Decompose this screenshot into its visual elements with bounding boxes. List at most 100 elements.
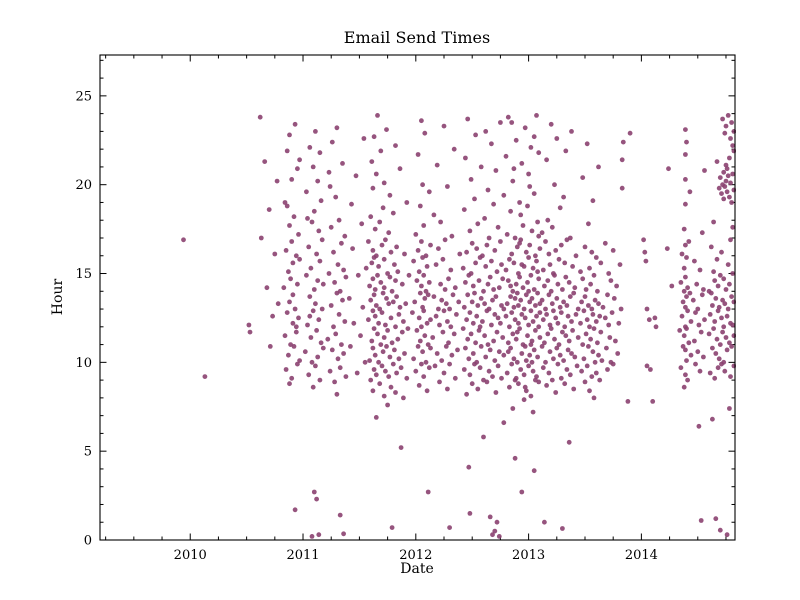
scatter-point — [596, 301, 601, 307]
scatter-point — [567, 372, 573, 378]
scatter-point — [446, 340, 451, 346]
scatter-point — [287, 132, 292, 138]
scatter-point — [246, 322, 252, 328]
x-axis-label: Date — [400, 561, 433, 577]
scatter-point — [574, 363, 580, 369]
scatter-point — [715, 365, 721, 371]
scatter-point — [556, 256, 562, 262]
scatter-point — [508, 283, 513, 289]
scatter-point — [642, 249, 648, 255]
scatter-point — [402, 351, 407, 356]
scatter-point — [533, 303, 538, 308]
scatter-point — [731, 363, 736, 369]
scatter-point — [501, 192, 507, 198]
scatter-point — [591, 272, 597, 278]
scatter-point — [561, 299, 566, 305]
scatter-point — [464, 249, 469, 255]
scatter-point — [426, 365, 432, 371]
scatter-point — [606, 322, 612, 328]
scatter-point — [596, 352, 601, 358]
scatter-point — [522, 125, 528, 131]
scatter-point — [496, 285, 502, 291]
scatter-point — [719, 191, 724, 197]
scatter-point — [605, 367, 610, 372]
scatter-point — [712, 278, 718, 283]
scatter-point — [492, 312, 498, 317]
scatter-point — [319, 237, 325, 243]
scatter-point — [413, 368, 419, 374]
scatter-point — [493, 294, 499, 299]
scatter-point — [534, 258, 539, 264]
scatter-point — [619, 185, 625, 191]
scatter-point — [683, 372, 688, 378]
scatter-point — [693, 310, 698, 315]
scatter-point — [424, 388, 430, 394]
scatter-point — [289, 375, 295, 381]
x-tick-label: 2010 — [174, 548, 207, 563]
scatter-point — [536, 233, 542, 239]
scatter-point — [486, 235, 492, 241]
scatter-point — [602, 315, 608, 321]
scatter-point — [560, 287, 565, 292]
x-tick-label: 2012 — [399, 548, 432, 563]
scatter-point — [289, 177, 295, 182]
scatter-point — [445, 386, 450, 392]
scatter-point — [494, 269, 500, 275]
scatter-point — [702, 168, 707, 173]
scatter-point — [327, 184, 333, 189]
scatter-point — [528, 272, 534, 278]
scatter-point — [489, 322, 494, 328]
scatter-point — [284, 148, 290, 154]
scatter-point — [586, 221, 591, 227]
scatter-point — [535, 354, 540, 360]
scatter-point — [685, 308, 690, 314]
scatter-point — [393, 143, 398, 149]
x-tick-label: 2011 — [286, 548, 319, 563]
scatter-point — [526, 171, 531, 177]
scatter-point — [683, 274, 688, 280]
scatter-point — [512, 455, 518, 461]
scatter-point — [308, 335, 314, 340]
scatter-point — [583, 331, 589, 337]
scatter-point — [582, 379, 588, 385]
scatter-point — [666, 166, 671, 172]
scatter-point — [499, 303, 504, 308]
scatter-point — [529, 359, 535, 365]
scatter-point — [390, 361, 396, 367]
scatter-point — [521, 372, 527, 378]
scatter-point — [489, 141, 494, 147]
scatter-point — [525, 280, 530, 285]
scatter-point — [533, 253, 538, 259]
scatter-point — [419, 361, 424, 367]
scatter-point — [332, 379, 337, 385]
scatter-point — [393, 278, 398, 283]
scatter-point — [358, 333, 363, 339]
scatter-point — [436, 246, 441, 252]
scatter-point — [495, 224, 501, 230]
scatter-point — [553, 315, 559, 321]
scatter-point — [531, 347, 537, 353]
scatter-point — [589, 249, 595, 255]
scatter-point — [369, 260, 375, 266]
scatter-point — [522, 315, 528, 321]
scatter-point — [542, 283, 547, 289]
scatter-point — [540, 365, 546, 371]
scatter-point — [522, 344, 528, 349]
scatter-point — [424, 320, 430, 326]
scatter-point — [591, 395, 597, 401]
scatter-point — [368, 297, 374, 303]
scatter-point — [573, 253, 579, 259]
scatter-point — [411, 356, 416, 362]
scatter-point — [457, 251, 463, 257]
scatter-point — [697, 267, 703, 273]
scatter-point — [487, 514, 493, 520]
scatter-point — [388, 249, 394, 255]
scatter-point — [460, 326, 466, 331]
scatter-point — [367, 358, 372, 363]
scatter-point — [602, 240, 608, 246]
scatter-point — [361, 136, 367, 141]
scatter-point — [270, 313, 275, 319]
scatter-point — [405, 326, 411, 331]
scatter-point — [505, 278, 511, 283]
scatter-point — [683, 152, 688, 157]
